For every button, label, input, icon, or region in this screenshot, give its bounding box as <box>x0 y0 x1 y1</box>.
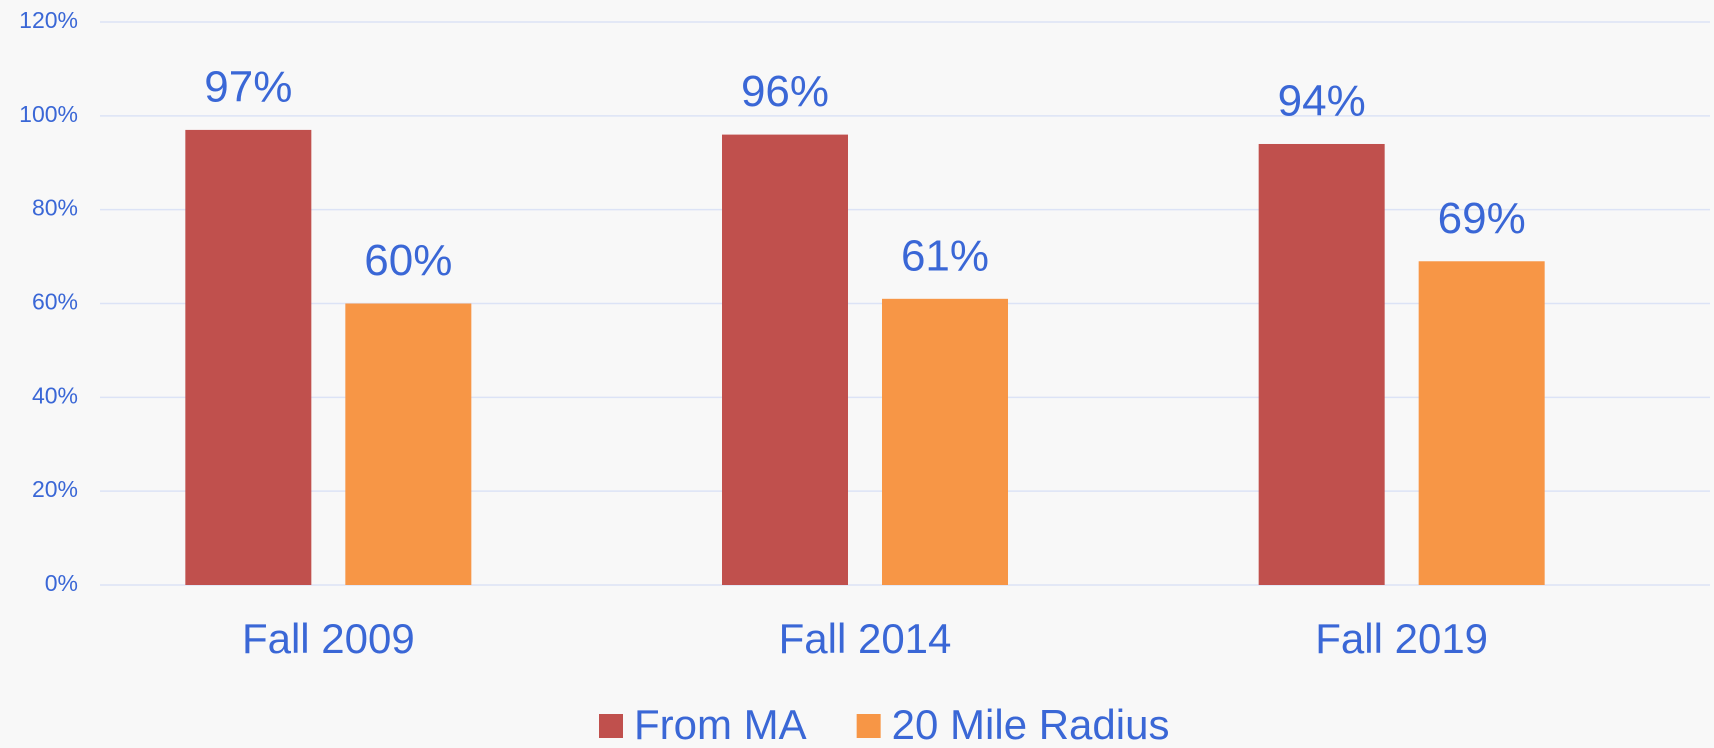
y-tick-label: 60% <box>32 289 78 315</box>
data-label: 94% <box>1278 77 1366 126</box>
legend-label: 20 Mile Radius <box>892 701 1170 748</box>
x-tick-label: Fall 2019 <box>1315 615 1488 662</box>
legend-swatch <box>599 714 623 738</box>
bar <box>1418 261 1545 585</box>
y-tick-label: 20% <box>32 476 78 502</box>
x-tick-label: Fall 2009 <box>242 615 415 662</box>
data-label: 97% <box>204 63 292 112</box>
data-label: 61% <box>901 231 989 280</box>
y-tick-label: 40% <box>32 382 78 408</box>
y-tick-label: 0% <box>45 570 78 596</box>
bar <box>882 298 1008 585</box>
y-tick-label: 100% <box>19 101 78 127</box>
data-label: 60% <box>364 236 452 285</box>
bar <box>722 134 848 585</box>
x-tick-label: Fall 2014 <box>779 615 952 662</box>
legend-label: From MA <box>634 701 807 748</box>
y-tick-label: 120% <box>19 7 78 33</box>
bar <box>1258 143 1385 585</box>
data-label: 96% <box>741 67 829 116</box>
legend-swatch <box>856 714 881 738</box>
bar <box>345 303 472 585</box>
y-tick-label: 80% <box>32 195 78 221</box>
data-label: 69% <box>1438 194 1526 243</box>
bar <box>185 129 312 586</box>
